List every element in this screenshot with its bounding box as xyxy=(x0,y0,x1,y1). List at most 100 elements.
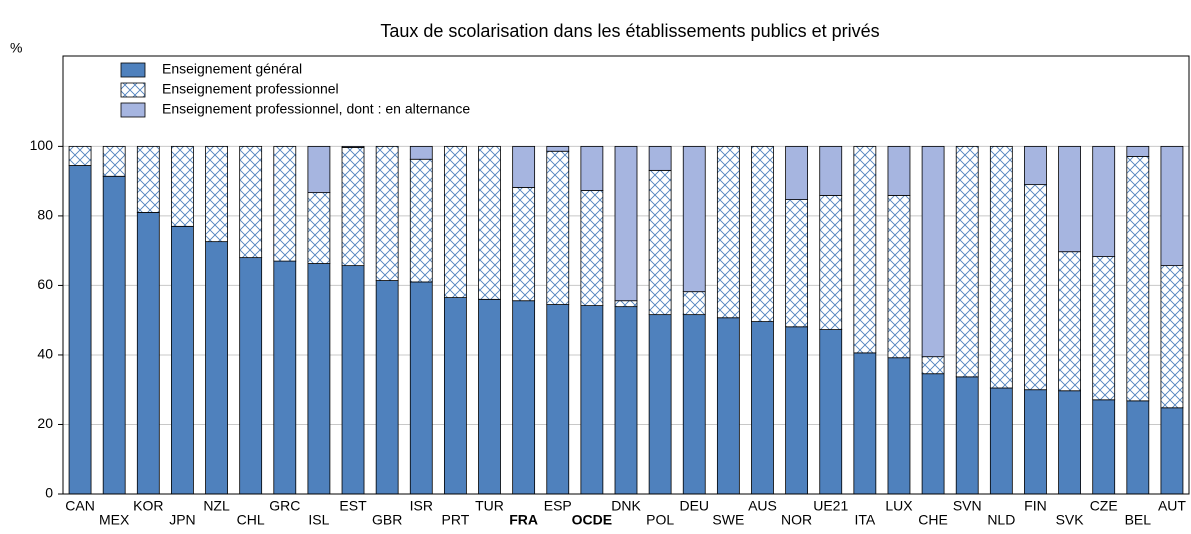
bar-segment xyxy=(273,145,297,262)
bar-segment xyxy=(1092,145,1116,257)
bar-segment xyxy=(955,376,979,495)
bar-segment xyxy=(887,194,911,359)
bar-segment xyxy=(307,145,331,194)
y-tick-label: 0 xyxy=(45,485,53,501)
y-tick-label: 100 xyxy=(30,137,54,153)
bar-segment xyxy=(648,145,672,171)
x-tick-label: ITA xyxy=(854,512,875,528)
bar-segment xyxy=(239,145,263,259)
x-tick-label: CZE xyxy=(1090,498,1118,514)
legend-swatch xyxy=(120,82,146,98)
x-tick-label: JPN xyxy=(169,512,195,528)
bar-segment xyxy=(1092,256,1116,401)
x-tick-label: ISL xyxy=(308,512,329,528)
bar-segment xyxy=(1160,145,1184,267)
bar-segment xyxy=(853,352,877,495)
bar-segment xyxy=(853,145,877,354)
x-tick-label: EST xyxy=(339,498,367,514)
bar-segment xyxy=(682,145,706,293)
x-tick-label: UE21 xyxy=(813,498,848,514)
bar-segment xyxy=(580,190,604,306)
bar-segment xyxy=(751,321,774,495)
x-tick-label: ISR xyxy=(410,498,433,514)
legend-label: Enseignement général xyxy=(162,61,302,77)
y-tick-label: 40 xyxy=(37,346,53,362)
legend-label: Enseignement professionnel, dont : en al… xyxy=(162,101,470,117)
bar-segment xyxy=(614,300,638,308)
x-tick-label: FIN xyxy=(1024,498,1047,514)
x-tick-label: ESP xyxy=(544,498,572,514)
bar-segment xyxy=(580,145,604,191)
x-tick-label: LUX xyxy=(885,498,913,514)
bar-segment xyxy=(921,356,945,375)
bar-segment xyxy=(546,145,570,152)
bar-segment xyxy=(136,212,160,495)
y-axis-label: % xyxy=(10,40,22,56)
bar-segment xyxy=(751,145,774,322)
bar-segment xyxy=(546,150,570,305)
x-tick-label: NOR xyxy=(781,512,812,528)
x-tick-label: CHE xyxy=(918,512,948,528)
x-tick-label: FRA xyxy=(509,512,538,528)
bar-segment xyxy=(785,145,809,200)
bar-segment xyxy=(921,373,945,495)
bar-segment xyxy=(648,314,672,495)
x-tick-label: TUR xyxy=(475,498,504,514)
bar-segment xyxy=(819,329,843,495)
x-tick-label: DNK xyxy=(611,498,641,514)
y-tick-label: 60 xyxy=(37,276,53,292)
x-tick-label: GRC xyxy=(269,498,300,514)
x-tick-label: NZL xyxy=(203,498,230,514)
bar-segment xyxy=(273,260,297,495)
bar-segment xyxy=(409,158,433,283)
bar-segment xyxy=(682,314,706,495)
bar-segment xyxy=(1126,145,1150,157)
bar-segment xyxy=(478,145,501,300)
bar-segment xyxy=(375,145,399,281)
x-tick-label: SVN xyxy=(953,498,982,514)
x-tick-label: AUS xyxy=(748,498,777,514)
chart-title: Taux de scolarisation dans les établisse… xyxy=(380,21,879,41)
bar-segment xyxy=(648,169,672,316)
bar-segment xyxy=(443,297,467,495)
bar-segment xyxy=(614,145,638,302)
x-tick-label: SWE xyxy=(712,512,744,528)
bar-segment xyxy=(785,326,809,495)
bar-segment xyxy=(171,225,194,495)
bar-segment xyxy=(409,145,433,160)
x-tick-label: CAN xyxy=(65,498,95,514)
bar-segment xyxy=(512,300,536,495)
bar-segment xyxy=(205,145,228,243)
bar-segment xyxy=(682,291,706,316)
bar-segment xyxy=(102,145,126,177)
x-tick-label: SVK xyxy=(1056,512,1085,528)
bar-segment xyxy=(307,263,331,495)
bar-segment xyxy=(409,281,433,495)
bar-segment xyxy=(1058,251,1081,392)
bar-segment xyxy=(716,145,740,319)
bar-segment xyxy=(239,257,263,495)
bar-segment xyxy=(1024,145,1047,186)
x-tick-label: KOR xyxy=(133,498,163,514)
x-tick-label: GBR xyxy=(372,512,402,528)
bar-segment xyxy=(136,145,160,213)
bar-segment xyxy=(989,145,1013,389)
bar-segment xyxy=(375,280,399,495)
bar-segment xyxy=(1024,389,1047,495)
bar-segment xyxy=(1058,145,1081,253)
y-tick-label: 20 xyxy=(37,415,53,431)
legend-label: Enseignement professionnel xyxy=(162,81,339,97)
bar-segment xyxy=(614,306,638,495)
bar-segment xyxy=(1160,407,1184,495)
legend-swatch xyxy=(120,102,146,118)
bar-segment xyxy=(512,186,536,302)
bar-segment xyxy=(955,145,979,378)
bar-segment xyxy=(1024,184,1047,391)
bar-segment xyxy=(1092,399,1116,495)
bar-segment xyxy=(68,145,92,166)
bar-segment xyxy=(102,175,126,495)
bar-segment xyxy=(716,317,740,495)
x-tick-label: OCDE xyxy=(572,512,612,528)
